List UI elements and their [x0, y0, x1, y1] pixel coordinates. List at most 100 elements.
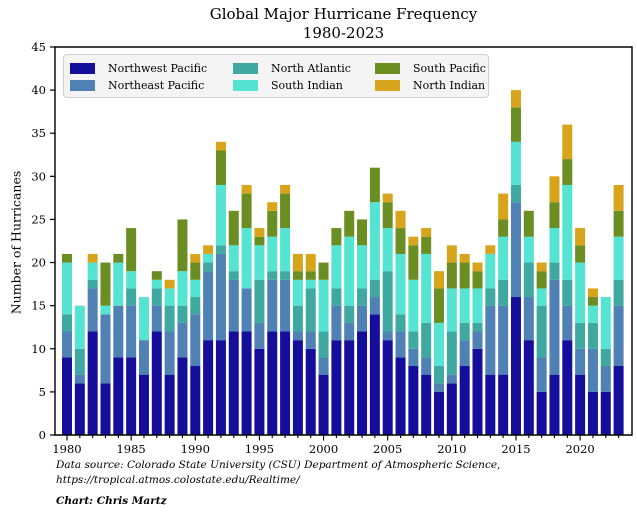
x-tick-label: 1990 — [181, 442, 210, 456]
bar-segment-2012 — [472, 322, 483, 332]
bar-segment-2011 — [459, 288, 470, 323]
bar-segment-2009 — [434, 366, 445, 384]
bar-segment-1983 — [100, 383, 111, 435]
bar-segment-1980 — [62, 314, 72, 332]
bar-segment-2015 — [510, 107, 521, 142]
bar-segment-1993 — [228, 331, 239, 435]
bar-segment-2005 — [382, 228, 393, 272]
bar-segment-2023 — [613, 210, 624, 237]
bar-segment-2017 — [536, 271, 547, 289]
x-tick-label: 2005 — [373, 442, 402, 456]
bar-segment-2011 — [459, 253, 470, 263]
bar-segment-1983 — [100, 262, 111, 306]
bar-segment-1991 — [203, 245, 214, 254]
bar-segment-1998 — [292, 331, 303, 341]
bar-segment-2008 — [421, 236, 432, 254]
bar-segment-1992 — [215, 150, 226, 185]
north-indian-swatch-icon — [375, 80, 400, 91]
bar-segment-2018 — [549, 228, 560, 263]
legend-label: Northwest Pacific — [108, 62, 208, 75]
bar-segment-2016 — [523, 340, 534, 435]
bar-segment-1988 — [164, 279, 175, 289]
bar-segment-2022 — [600, 391, 611, 435]
x-tick-label: 2020 — [565, 442, 594, 456]
bar-segment-1982 — [87, 331, 98, 435]
bar-segment-2008 — [421, 357, 432, 375]
data-source-line2: https://tropical.atmos.colostate.edu/Rea… — [56, 473, 300, 486]
bar-segment-1992 — [215, 253, 226, 341]
bar-segment-1990 — [190, 366, 201, 435]
x-tick-label: 2015 — [501, 442, 530, 456]
bar-segment-2015 — [510, 141, 521, 185]
bar-segment-2004 — [369, 167, 380, 203]
bar-segment-1995 — [254, 348, 265, 435]
bar-segment-2016 — [523, 210, 534, 237]
bar-segment-2016 — [523, 262, 534, 298]
bar-segment-2001 — [331, 245, 342, 289]
bar-segment-1989 — [177, 357, 188, 435]
bar-segment-1996 — [267, 331, 278, 435]
bar-segment-1997 — [280, 228, 291, 272]
bar-segment-2006 — [395, 331, 406, 358]
bar-segment-1985 — [126, 271, 137, 289]
bar-segment-2012 — [472, 262, 483, 272]
bar-segment-1987 — [151, 279, 162, 289]
bar-segment-2015 — [510, 297, 521, 435]
bar-segment-2014 — [498, 305, 509, 375]
bar-segment-2023 — [613, 366, 624, 435]
bar-segment-2010 — [446, 331, 457, 375]
bar-segment-1987 — [151, 331, 162, 435]
y-tick-label: 0 — [39, 428, 46, 442]
bar-segment-1987 — [151, 271, 162, 280]
bar-segment-1993 — [228, 245, 239, 272]
bar-segment-1991 — [203, 340, 214, 435]
y-tick-label: 25 — [31, 212, 46, 226]
bar-segment-2004 — [369, 314, 380, 435]
bar-segment-2019 — [562, 124, 573, 160]
bar-segment-2021 — [587, 305, 598, 323]
bar-segment-2009 — [434, 391, 445, 435]
bar-segment-2007 — [408, 366, 419, 435]
bar-segment-1982 — [87, 253, 98, 263]
bar-segment-1984 — [113, 305, 124, 358]
bar-segment-2023 — [613, 236, 624, 280]
bar-segment-2006 — [395, 228, 406, 254]
bar-segment-1985 — [126, 357, 137, 435]
bar-segment-2009 — [434, 288, 445, 323]
bar-segment-2008 — [421, 322, 432, 358]
bar-segment-1996 — [267, 202, 278, 211]
northeast-pacific-swatch-icon — [70, 80, 95, 91]
bar-segment-2022 — [600, 348, 611, 367]
legend-item-northeast-pacific: Northeast Pacific — [70, 79, 204, 92]
bar-segment-1992 — [215, 245, 226, 254]
bar-segment-2012 — [472, 271, 483, 289]
bar-segment-2014 — [498, 219, 509, 237]
legend-item-south-pacific: South Pacific — [375, 62, 486, 75]
bar-segment-1999 — [305, 253, 316, 272]
bar-segment-1981 — [74, 374, 85, 384]
bar-segment-2020 — [575, 245, 586, 263]
bar-segment-2013 — [485, 245, 496, 254]
legend-label: South Pacific — [413, 62, 486, 75]
bar-segment-1998 — [292, 271, 303, 280]
bar-segment-1981 — [74, 305, 85, 349]
bar-segment-2004 — [369, 202, 380, 280]
bar-segment-1993 — [228, 210, 239, 246]
bar-segment-2001 — [331, 228, 342, 246]
bar-segment-1986 — [138, 374, 149, 435]
bar-segment-2003 — [357, 288, 368, 306]
bar-segment-2020 — [575, 374, 586, 435]
bar-segment-1991 — [203, 253, 214, 263]
bar-segment-2010 — [446, 288, 457, 332]
bar-segment-2000 — [318, 279, 329, 332]
bar-segment-1991 — [203, 262, 214, 272]
bar-segment-2006 — [395, 314, 406, 332]
bar-segment-2006 — [395, 210, 406, 229]
legend-label: Northeast Pacific — [108, 79, 205, 92]
x-tick-label: 2010 — [437, 442, 466, 456]
bar-segment-2018 — [549, 262, 560, 280]
data-source-note: Data source: Colorado State University (… — [56, 458, 616, 488]
bar-segment-1980 — [62, 331, 72, 358]
bar-segment-2017 — [536, 262, 547, 272]
